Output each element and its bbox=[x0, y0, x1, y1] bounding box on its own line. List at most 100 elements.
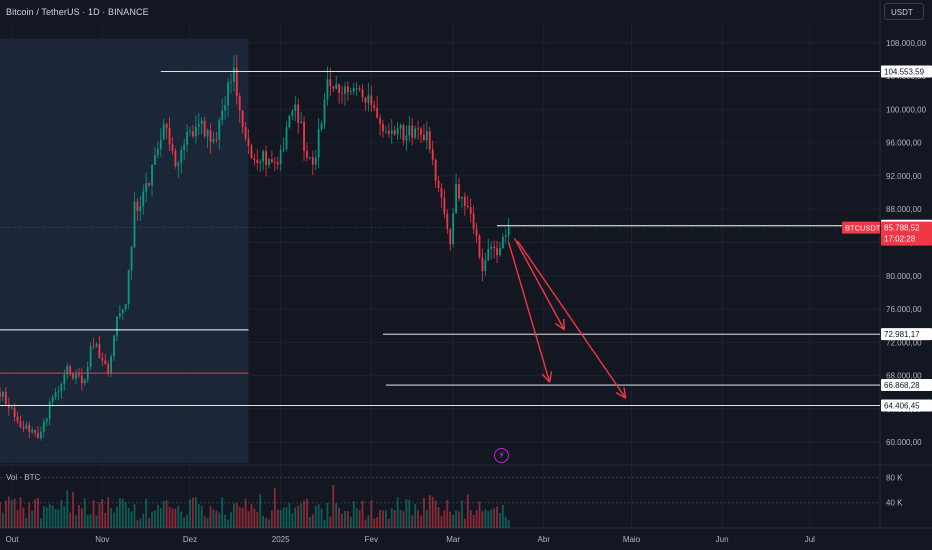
volume-bar bbox=[452, 515, 455, 528]
candle-body bbox=[463, 196, 466, 206]
forecast-arrow-head bbox=[623, 387, 627, 399]
volume-bar bbox=[408, 499, 411, 528]
volume-bar bbox=[469, 509, 472, 528]
candle-body bbox=[273, 162, 276, 163]
x-tick-label: Maio bbox=[623, 535, 641, 544]
volume-bar bbox=[101, 499, 104, 528]
candle-body bbox=[387, 131, 390, 134]
candle-body bbox=[235, 67, 238, 97]
candle-body bbox=[10, 407, 13, 409]
volume-bar bbox=[311, 514, 314, 528]
candle-body bbox=[142, 191, 145, 207]
candle-body bbox=[180, 150, 183, 163]
candle-body bbox=[118, 313, 121, 317]
candle-body bbox=[75, 374, 77, 379]
candle-body bbox=[303, 121, 305, 152]
forecast-arrow-head bbox=[548, 371, 553, 383]
volume-bar bbox=[382, 510, 384, 528]
volume-bar bbox=[16, 509, 19, 528]
candle-body bbox=[297, 104, 300, 124]
candle-body bbox=[504, 235, 507, 238]
volume-bar bbox=[349, 516, 352, 528]
volume-bar bbox=[171, 508, 174, 528]
candles bbox=[0, 54, 510, 441]
volume-bar bbox=[247, 511, 250, 528]
volume-bar bbox=[297, 505, 300, 528]
volume-bar bbox=[484, 508, 487, 528]
volume-bar bbox=[250, 504, 253, 528]
candle-body bbox=[358, 88, 361, 90]
candle-body bbox=[440, 187, 443, 198]
currency-button[interactable]: USDT bbox=[884, 3, 924, 20]
volume-bar bbox=[308, 516, 311, 528]
candle-body bbox=[165, 124, 168, 129]
volume-bar bbox=[425, 509, 428, 528]
volume-bar bbox=[34, 499, 36, 528]
candle-body bbox=[116, 316, 118, 336]
candle-body bbox=[352, 88, 355, 92]
x-tick-label: Jul bbox=[805, 535, 815, 544]
candle-body bbox=[250, 145, 253, 159]
volume-bar bbox=[434, 500, 437, 528]
forecast-arrow-head bbox=[563, 318, 565, 330]
volume-bar bbox=[314, 505, 317, 528]
candle-body bbox=[270, 159, 273, 163]
forecast-arrow bbox=[508, 242, 551, 383]
volume-bar bbox=[0, 502, 1, 528]
candle-body bbox=[121, 309, 124, 314]
candle-body bbox=[241, 110, 244, 127]
volume-bar bbox=[294, 507, 297, 528]
candle-body bbox=[376, 108, 379, 119]
candle-body bbox=[230, 81, 232, 83]
level-tag bbox=[881, 399, 932, 412]
candle-body bbox=[7, 404, 10, 408]
x-tick-label: Jun bbox=[716, 535, 729, 544]
candle-body bbox=[265, 151, 267, 165]
volume-bar bbox=[390, 507, 393, 528]
volume-bar bbox=[270, 510, 273, 528]
x-tick-label: Abr bbox=[538, 535, 551, 544]
level-tag bbox=[881, 65, 932, 78]
candle-body bbox=[63, 374, 66, 384]
volume-bar bbox=[276, 509, 279, 528]
candle-body bbox=[288, 115, 291, 128]
volume-bar bbox=[347, 510, 349, 528]
volume-bar bbox=[130, 511, 133, 528]
volume-bar bbox=[472, 515, 475, 528]
volume-bar bbox=[235, 503, 238, 528]
lightning-icon[interactable]: ⚡ bbox=[494, 448, 509, 463]
y-tick-label: 100.000,00 bbox=[886, 105, 927, 114]
candle-body bbox=[238, 96, 241, 111]
volume-bar bbox=[48, 504, 51, 528]
level-tag-label: 72.981,17 bbox=[884, 330, 920, 339]
candle-body bbox=[461, 196, 463, 199]
volume-bar bbox=[481, 511, 484, 528]
candle-body bbox=[367, 95, 370, 103]
volume-bar bbox=[174, 508, 177, 528]
candle-body bbox=[379, 118, 381, 124]
volume-bar bbox=[189, 499, 191, 528]
candle-body bbox=[197, 123, 200, 127]
candle-body bbox=[370, 95, 373, 106]
candle-body bbox=[133, 201, 136, 248]
volume-bar bbox=[320, 508, 323, 528]
candle-body bbox=[80, 375, 83, 384]
forecast-arrow bbox=[516, 240, 627, 399]
candle-body bbox=[227, 82, 229, 106]
candle-body bbox=[466, 205, 469, 207]
volume-bar bbox=[148, 517, 151, 528]
candle-body bbox=[399, 125, 402, 129]
candle-body bbox=[446, 213, 449, 230]
candle-body bbox=[66, 365, 69, 375]
volume-bar bbox=[501, 504, 504, 528]
candle-body bbox=[221, 110, 224, 121]
volume-bar bbox=[259, 494, 262, 528]
volume-title[interactable]: Vol · BTC bbox=[6, 473, 41, 482]
symbol-title[interactable]: Bitcoin / TetherUS · 1D · BINANCE bbox=[6, 7, 149, 17]
volume-bar bbox=[341, 514, 343, 528]
candle-body bbox=[349, 91, 352, 93]
volume-bar bbox=[31, 510, 34, 528]
volume-bar bbox=[151, 511, 153, 528]
volume-bar bbox=[227, 519, 229, 528]
